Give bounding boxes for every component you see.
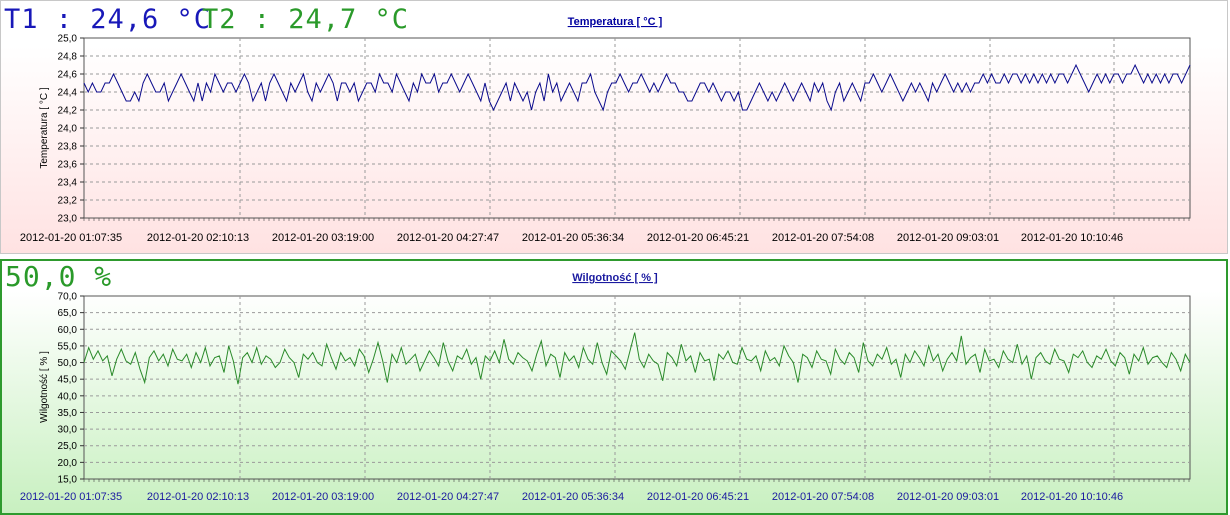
temp-ytick-label: 24,4 bbox=[58, 88, 78, 99]
humidity-readout: 50,0 % bbox=[5, 260, 113, 293]
temp-xtick-label: 2012-01-20 07:54:08 bbox=[772, 232, 874, 244]
temp-ytick-label: 24,6 bbox=[58, 70, 78, 81]
hum-series-line bbox=[83, 332, 1191, 385]
hum-xtick-label: 2012-01-20 03:19:00 bbox=[272, 491, 374, 503]
hum-xtick-label: 2012-01-20 06:45:21 bbox=[647, 491, 749, 503]
temp-xtick-label: 2012-01-20 09:03:01 bbox=[897, 232, 999, 244]
hum-ytick-label: 20,0 bbox=[58, 458, 78, 469]
temp-xtick-label: 2012-01-20 06:45:21 bbox=[647, 232, 749, 244]
temp-xtick-label: 2012-01-20 10:10:46 bbox=[1021, 232, 1123, 244]
temp-xtick-label: 2012-01-20 05:36:34 bbox=[522, 232, 624, 244]
hum-xtick-label: 2012-01-20 07:54:08 bbox=[772, 491, 874, 503]
hum-ytick-label: 65,0 bbox=[58, 308, 78, 319]
hum-ytick-label: 70,0 bbox=[58, 292, 78, 303]
temp-ytick-label: 25,0 bbox=[58, 34, 78, 45]
hum-ytick-label: 30,0 bbox=[58, 425, 78, 436]
hum-xtick-label: 2012-01-20 09:03:01 bbox=[897, 491, 999, 503]
temp-ytick-label: 23,2 bbox=[58, 196, 78, 207]
temp-xtick-label: 2012-01-20 04:27:47 bbox=[397, 232, 499, 244]
temp-xtick-label: 2012-01-20 03:19:00 bbox=[272, 232, 374, 244]
hum-ytick-label: 55,0 bbox=[58, 341, 78, 352]
temp-y-axis-label: Temperatura [ °C ] bbox=[39, 87, 50, 168]
t2-readout: T2 : 24,7 °C bbox=[202, 4, 410, 35]
hum-xtick-label: 2012-01-20 05:36:34 bbox=[522, 491, 624, 503]
temp-ytick-label: 24,8 bbox=[58, 52, 78, 63]
temp-ytick-label: 24,0 bbox=[58, 124, 78, 135]
temp-ytick-label: 23,4 bbox=[58, 178, 78, 189]
hum-xtick-label: 2012-01-20 01:07:35 bbox=[20, 491, 122, 503]
temp-ytick-label: 23,6 bbox=[58, 160, 78, 171]
hum-ytick-label: 35,0 bbox=[58, 408, 78, 419]
hum-xtick-label: 2012-01-20 02:10:13 bbox=[147, 491, 249, 503]
hum-ytick-label: 45,0 bbox=[58, 375, 78, 386]
hum-y-axis-label: Wilgotność [ % ] bbox=[39, 351, 50, 423]
hum-ytick-label: 50,0 bbox=[58, 358, 78, 369]
hum-ytick-label: 60,0 bbox=[58, 325, 78, 336]
t1-readout: T1 : 24,6 °C bbox=[4, 4, 212, 35]
temp-ytick-label: 24,2 bbox=[58, 106, 78, 117]
hum-xtick-label: 2012-01-20 04:27:47 bbox=[397, 491, 499, 503]
hum-plot-area bbox=[83, 295, 1191, 480]
temp-series-line bbox=[83, 63, 1191, 112]
hum-xtick-label: 2012-01-20 10:10:46 bbox=[1021, 491, 1123, 503]
temp-chart-title: Temperatura [ °C ] bbox=[568, 16, 663, 28]
temp-ytick-label: 23,0 bbox=[58, 214, 78, 225]
humidity-panel bbox=[0, 259, 1228, 515]
temp-ytick-label: 23,8 bbox=[58, 142, 78, 153]
hum-ytick-label: 15,0 bbox=[58, 475, 78, 486]
temp-xtick-label: 2012-01-20 02:10:13 bbox=[147, 232, 249, 244]
hum-ytick-label: 25,0 bbox=[58, 441, 78, 452]
temperature-panel bbox=[0, 0, 1228, 254]
hum-ytick-label: 40,0 bbox=[58, 391, 78, 402]
hum-chart-title: Wilgotność [ % ] bbox=[572, 272, 658, 284]
temp-xtick-label: 2012-01-20 01:07:35 bbox=[20, 232, 122, 244]
